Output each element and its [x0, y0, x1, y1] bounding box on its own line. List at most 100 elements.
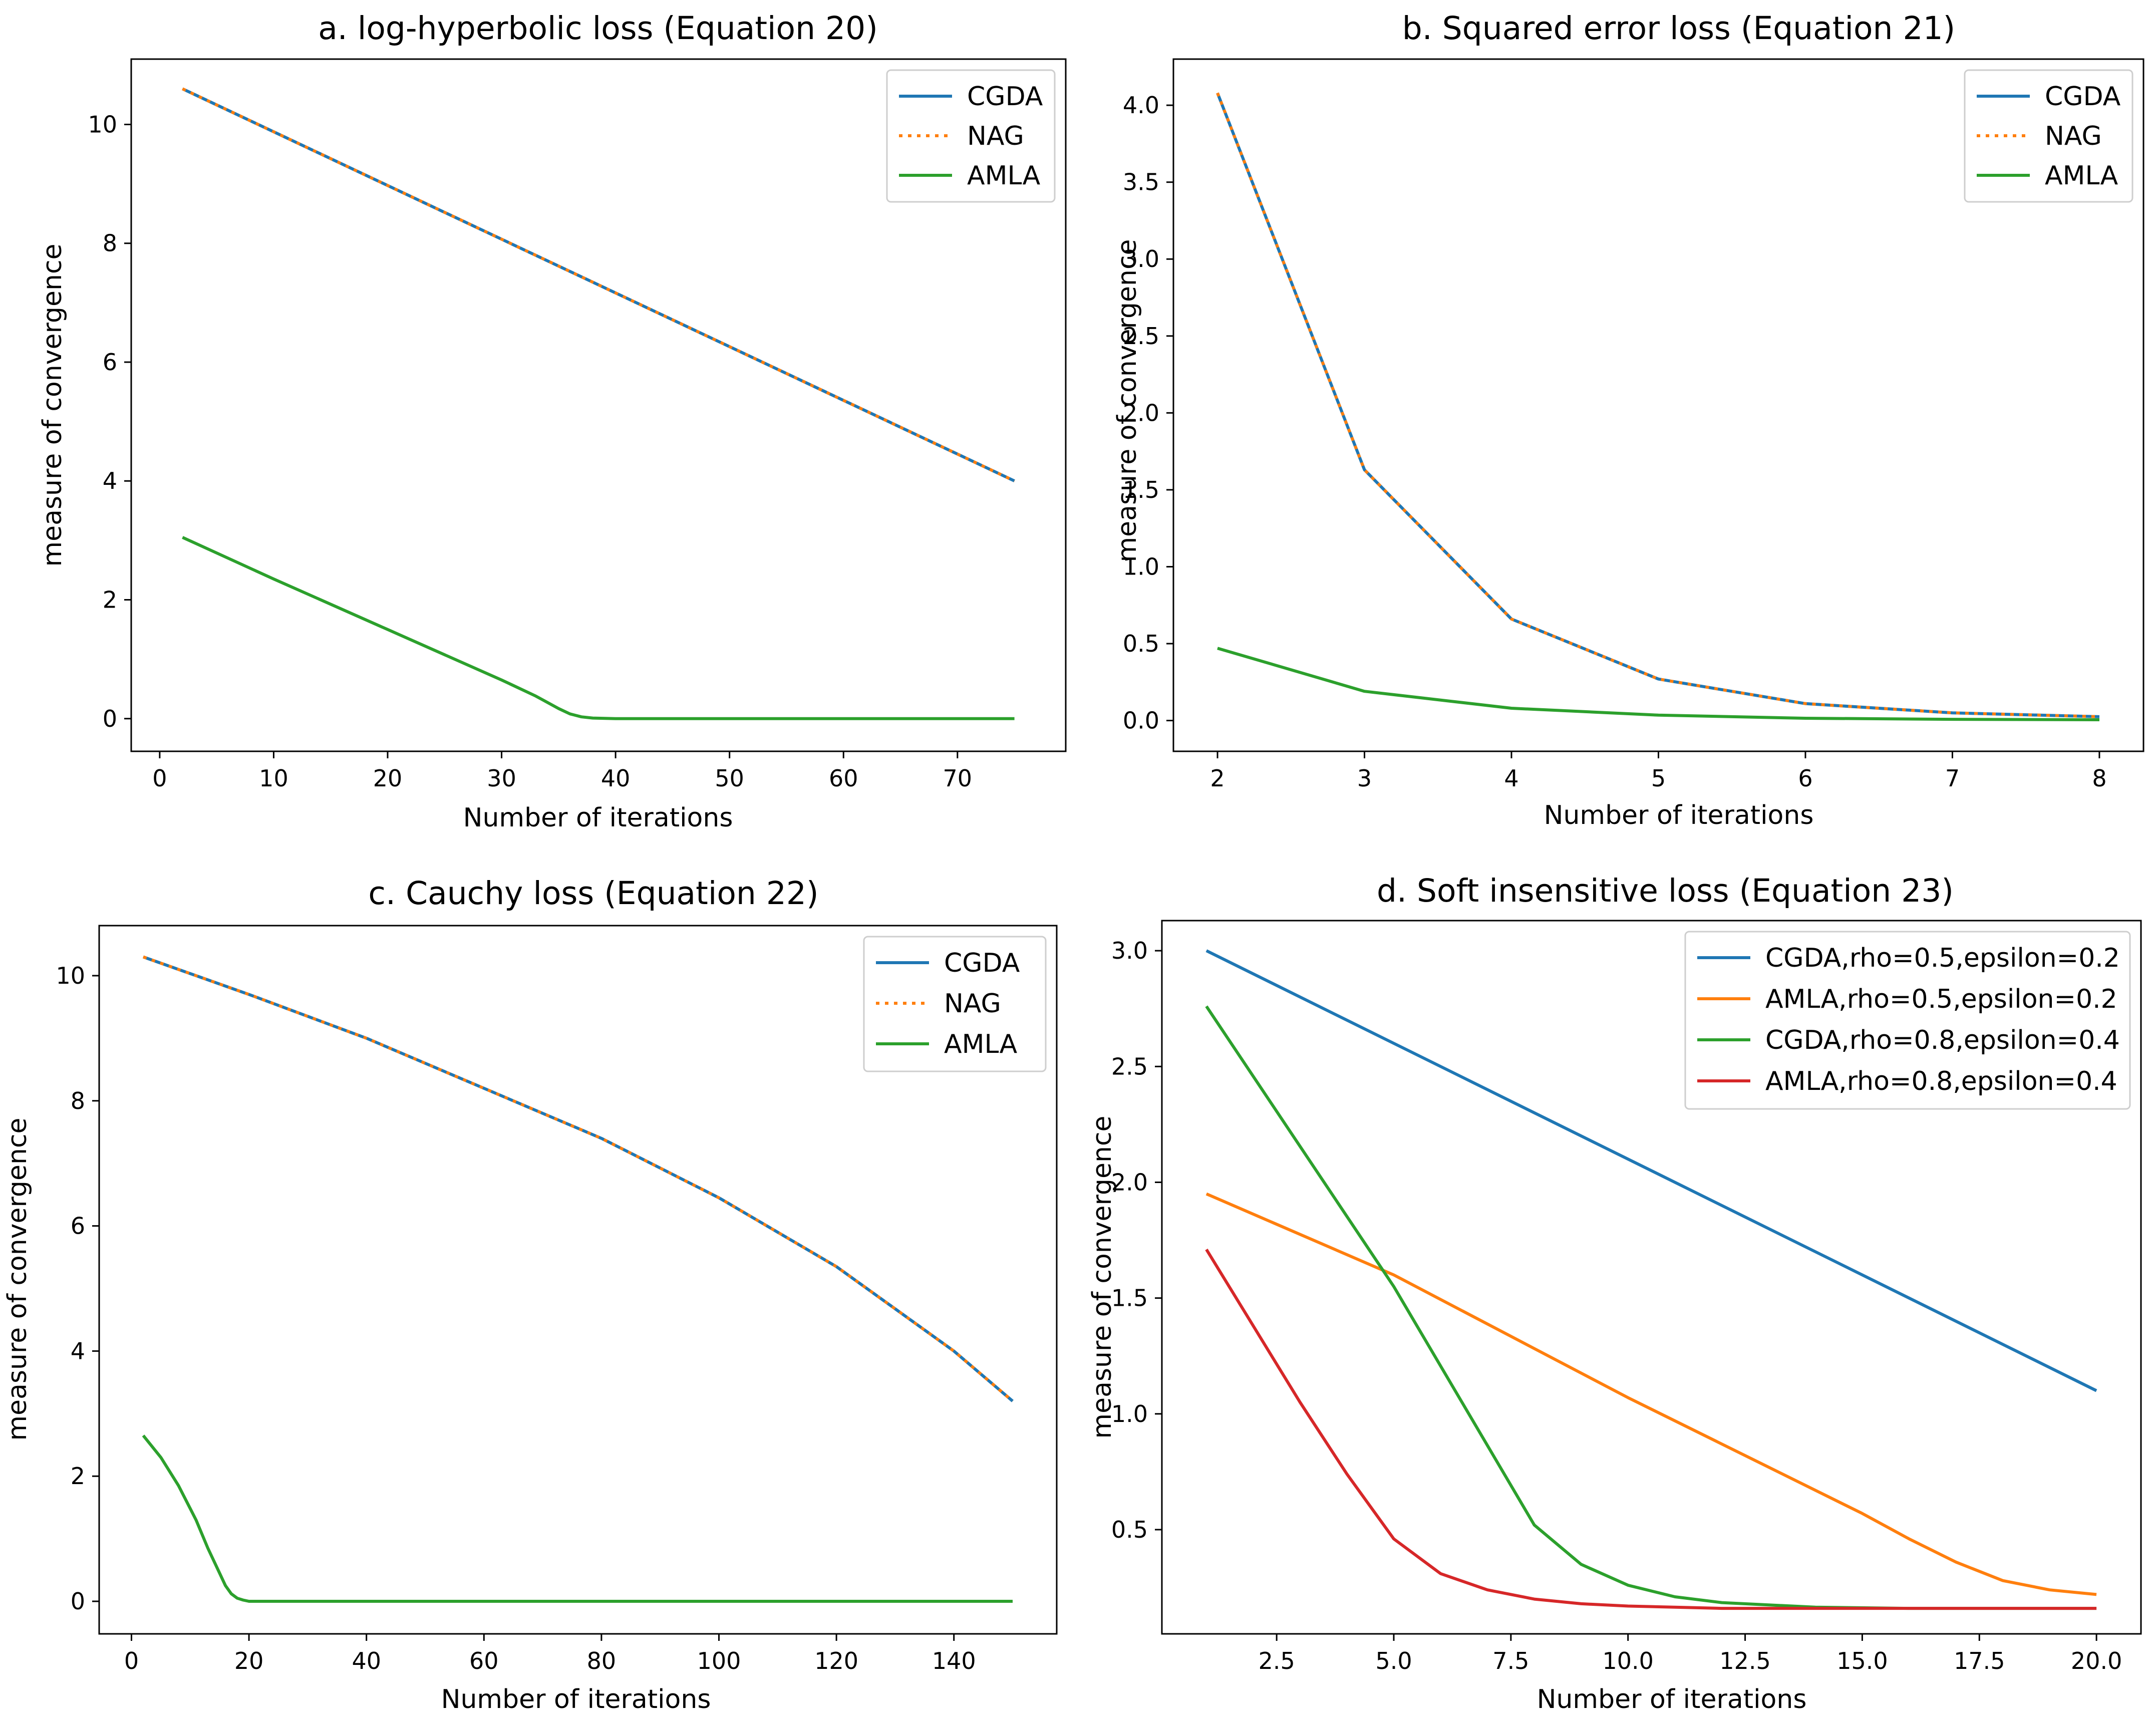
panel-c-series-nag-1-line	[142, 955, 1014, 1402]
panel-c-legend-box	[863, 936, 1047, 1072]
panel-d-x-axis-label: Number of iterations	[1537, 1684, 1807, 1714]
panel-b-legend-box	[1964, 69, 2133, 203]
panel-c-legend-label: AMLA	[944, 1029, 1018, 1059]
panel-b: b. Squared error loss (Equation 21) Numb…	[1112, 10, 2144, 830]
panel-b-y-tick-label: 2.5	[1123, 323, 1159, 350]
panel-d-series-amla-3-line	[1205, 1248, 2097, 1610]
panel-d-y-tick-label: 1.0	[1111, 1400, 1148, 1427]
panel-a-series-nag-1-line	[182, 87, 1015, 482]
panel-d-x-tick-label: 12.5	[1719, 1647, 1770, 1674]
panel-d-y-tick-label: 3.0	[1111, 937, 1148, 964]
panel-c-x-tick-label: 60	[469, 1647, 499, 1674]
panel-a-x-axis-label: Number of iterations	[463, 803, 733, 833]
panel-d-legend: CGDA,rho=0.5,epsilon=0.2 AMLA,rho=0.5,eps…	[1684, 931, 2131, 1110]
panel-b-y-tick-label: 3.5	[1123, 169, 1159, 196]
panel-d-legend-label: CGDA,rho=0.5,epsilon=0.2	[1765, 943, 2120, 973]
panel-a-x-tick-label: 70	[943, 765, 973, 792]
panel-b-x-tick-label: 4	[1504, 765, 1518, 792]
panel-b-y-tick-label: 1.0	[1123, 553, 1159, 580]
panel-a-ticks: 0 10 20 30 40 50 60 70 0 2 4 6 8 10	[88, 111, 972, 792]
panel-c-legend-label: CGDA	[944, 948, 1020, 978]
panel-b-x-tick-label: 6	[1798, 765, 1812, 792]
panel-b-x-tick-label: 5	[1651, 765, 1666, 792]
panel-b-y-tick-label: 1.5	[1123, 476, 1159, 503]
panel-b-series-cgda-0-line	[1216, 92, 2100, 718]
panel-c-x-tick-label: 100	[697, 1647, 741, 1674]
panel-a-title: a. log-hyperbolic loss (Equation 20)	[318, 10, 878, 47]
panel-a-x-tick-label: 0	[152, 765, 167, 792]
panel-d-legend-label: CGDA,rho=0.8,epsilon=0.4	[1765, 1025, 2120, 1055]
panel-a-y-tick-label: 0	[103, 705, 117, 732]
panel-c-y-tick-label: 2	[71, 1463, 85, 1490]
panel-c-y-tick-label: 0	[71, 1588, 85, 1615]
panel-b-series-amla-2-line	[1217, 647, 2100, 721]
panel-a-x-tick-label: 10	[259, 765, 288, 792]
panel-a-legend-label: CGDA	[967, 82, 1043, 112]
panel-a-legend-label: NAG	[967, 121, 1024, 151]
panel-b-plot-area	[1216, 92, 2100, 721]
panel-a-x-tick-label: 60	[829, 765, 858, 792]
panel-c-y-tick-label: 6	[71, 1213, 85, 1240]
panel-d-y-tick-label: 1.5	[1111, 1285, 1148, 1312]
panel-c-legend-label: NAG	[944, 989, 1001, 1019]
panel-d-axes-frame	[1161, 920, 2142, 1635]
panel-c-y-tick-label: 4	[71, 1337, 85, 1364]
panel-a-y-tick-label: 8	[103, 230, 117, 257]
panel-d-x-tick-label: 15.0	[1836, 1647, 1888, 1674]
panel-b-x-tick-label: 2	[1210, 765, 1224, 792]
panel-c-y-axis-label: measure of convergence	[3, 1117, 33, 1441]
panel-a-legend-box	[886, 69, 1056, 203]
panel-a-series-amla-2-line	[182, 536, 1015, 720]
panel-d-series-amla-1-line	[1205, 1192, 2097, 1596]
panel-b-x-tick-label: 3	[1357, 765, 1372, 792]
panel-d-x-tick-label: 10.0	[1603, 1647, 1654, 1674]
panel-d-ticks: 2.5 5.0 7.5 10.0 12.5 15.0 17.5 20.0 0.5 1.0 1.5 2.…	[1111, 937, 2122, 1674]
panel-a-x-tick-label: 20	[373, 765, 403, 792]
panel-a: a. log-hyperbolic loss (Equation 20) Num…	[38, 10, 1067, 833]
panel-b-y-tick-label: 0.0	[1123, 707, 1159, 734]
panel-d-x-tick-label: 7.5	[1492, 1647, 1529, 1674]
panel-d-plot-area	[1205, 949, 2097, 1610]
panel-c-axes-frame	[98, 925, 1058, 1635]
panel-c-x-tick-label: 20	[234, 1647, 264, 1674]
panel-b-x-tick-label: 8	[2092, 765, 2106, 792]
panel-a-legend-label: AMLA	[967, 161, 1041, 191]
panel-c-x-tick-label: 0	[124, 1647, 139, 1674]
panel-b-x-tick-label: 7	[1945, 765, 1960, 792]
panel-a-y-tick-label: 4	[103, 467, 117, 494]
panel-a-x-tick-label: 50	[715, 765, 744, 792]
panel-b-y-tick-label: 2.0	[1123, 399, 1159, 426]
panel-c-ticks: 0 20 40 60 80 100 120 140 0 2 4 6 8 10	[56, 962, 976, 1674]
panel-a-y-tick-label: 2	[103, 587, 117, 614]
panel-d-x-tick-label: 20.0	[2071, 1647, 2122, 1674]
panel-a-x-tick-label: 30	[487, 765, 516, 792]
panel-d-legend-box	[1684, 931, 2131, 1110]
panel-d: d. Soft insensitive loss (Equation 23) N…	[1087, 873, 2142, 1714]
panel-d-y-tick-label: 0.5	[1111, 1516, 1148, 1543]
panel-b-legend-label: CGDA	[2045, 82, 2121, 112]
panel-d-series-cgda-0-line	[1205, 949, 2097, 1392]
panel-a-y-tick-label: 10	[88, 111, 117, 138]
panel-d-y-tick-label: 2.5	[1111, 1053, 1148, 1080]
panel-b-y-tick-label: 4.0	[1123, 92, 1159, 119]
panel-b-x-axis-label: Number of iterations	[1544, 800, 1814, 830]
panel-c-title: c. Cauchy loss (Equation 22)	[368, 875, 818, 912]
panel-a-plot-area	[182, 87, 1015, 720]
panel-a-y-tick-label: 6	[103, 349, 117, 376]
panel-b-legend-label: AMLA	[2045, 161, 2118, 191]
panel-b-y-axis-label: measure of convergence	[1112, 239, 1142, 562]
panel-c-plot-area	[142, 955, 1014, 1603]
panel-b-legend: CGDA NAG AMLA	[1964, 69, 2133, 203]
panel-d-legend-label: AMLA,rho=0.5,epsilon=0.2	[1765, 984, 2117, 1014]
panel-b-y-tick-label: 0.5	[1123, 630, 1159, 657]
panel-d-y-axis-label: measure of convergence	[1087, 1115, 1117, 1439]
panel-c-x-tick-label: 120	[814, 1647, 858, 1674]
panel-c-x-tick-label: 140	[932, 1647, 976, 1674]
panel-a-x-tick-label: 40	[601, 765, 631, 792]
panel-c-y-tick-label: 8	[71, 1087, 85, 1114]
panel-c-x-tick-label: 40	[352, 1647, 381, 1674]
panel-a-y-axis-label: measure of convergence	[38, 243, 68, 566]
panel-a-axes-frame	[130, 58, 1067, 752]
panel-c-x-tick-label: 80	[587, 1647, 617, 1674]
panel-d-title: d. Soft insensitive loss (Equation 23)	[1377, 873, 1954, 909]
